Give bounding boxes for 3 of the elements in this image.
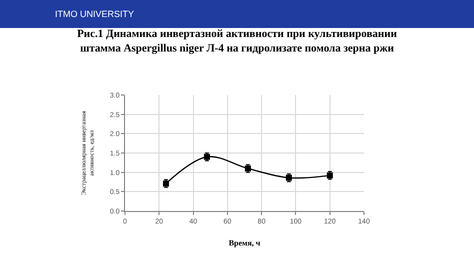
chart-title: Рис.1 Динамика инвертазной активности при культивировании штамма Aspergillus niger Л-4 на гидролизате помола зерна ржи [77, 28, 398, 54]
x-axis-title: Время, ч [228, 238, 261, 248]
text: ITMO UNIVERSITY [55, 9, 134, 19]
